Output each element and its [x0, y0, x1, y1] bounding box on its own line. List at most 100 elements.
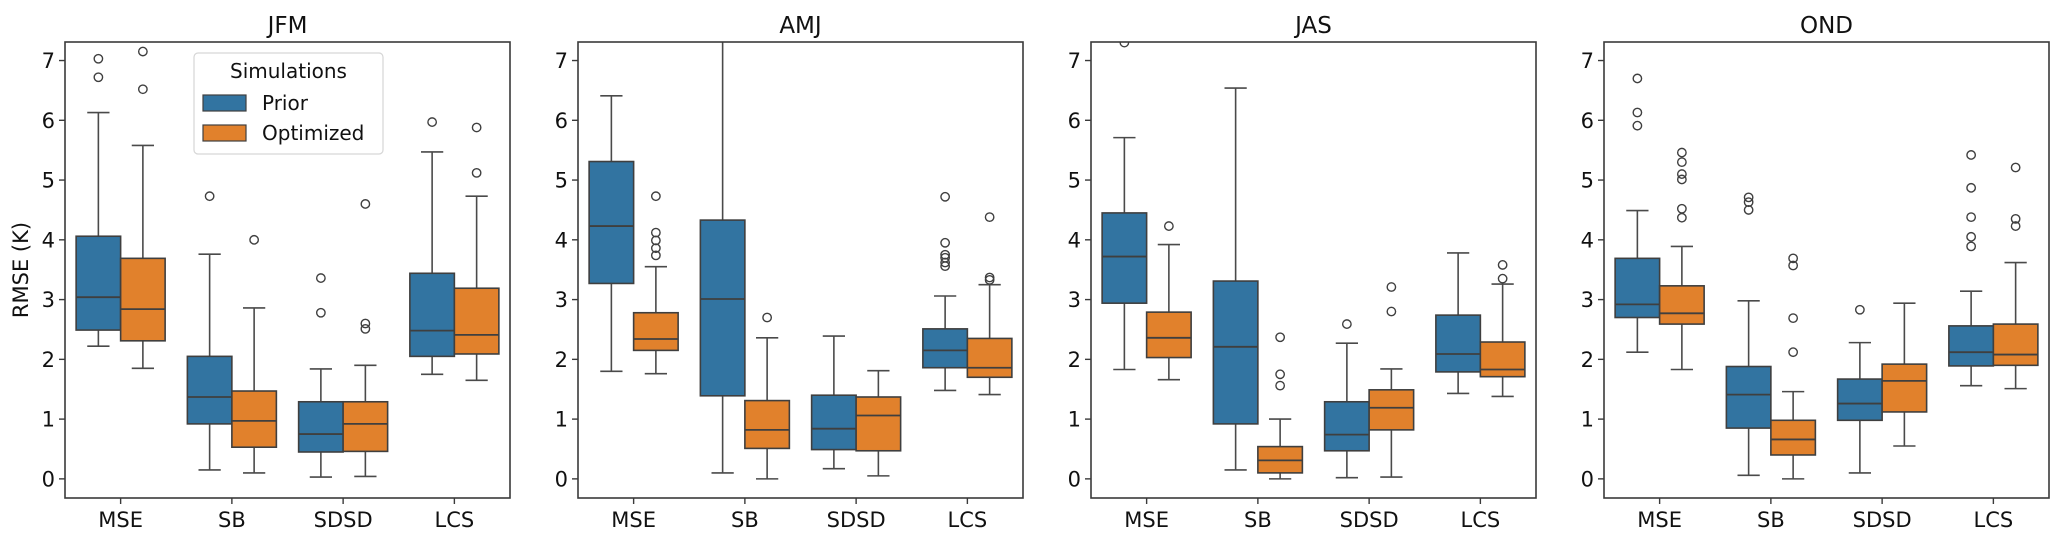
y-tick-label: 6: [1068, 109, 1081, 133]
box-optimized-mse: [632, 191, 679, 375]
box-prior-lcs: [409, 117, 456, 376]
box-iqr: [1368, 389, 1415, 431]
y-tick-label: 0: [555, 467, 568, 491]
box-iqr: [186, 355, 233, 425]
y-tick-label: 4: [42, 228, 55, 252]
plot-area: [1101, 42, 1526, 480]
box-prior-sdsd: [1836, 304, 1883, 474]
box-iqr: [588, 160, 635, 285]
box-optimized-sdsd: [1881, 302, 1928, 447]
box-iqr: [453, 287, 500, 355]
outlier-point: [2010, 162, 2021, 173]
outlier-point: [1676, 157, 1687, 168]
y-tick-label: 3: [1581, 288, 1594, 312]
box-iqr: [342, 400, 389, 453]
legend: Simulations Prior Optimized: [193, 52, 384, 155]
box-iqr: [1836, 378, 1883, 422]
x-tick-label: MSE: [611, 508, 656, 532]
y-tick-label: 5: [1068, 169, 1081, 193]
legend-title: Simulations: [230, 59, 347, 83]
y-tick-label: 2: [1581, 348, 1594, 372]
outlier-point: [360, 323, 371, 334]
outlier-point: [1632, 120, 1643, 131]
x-tick-label: MSE: [1124, 508, 1169, 532]
x-tick-label: LCS: [1974, 508, 2014, 532]
y-tick-label: 6: [42, 109, 55, 133]
y-tick-label: 2: [42, 348, 55, 372]
box-optimized-sb: [1770, 253, 1817, 480]
y-tick-label: 3: [42, 288, 55, 312]
box-iqr: [810, 394, 857, 451]
outlier-point: [1676, 147, 1687, 158]
x-tick-label: SDSD: [314, 508, 373, 532]
y-tick-label: 5: [42, 169, 55, 193]
x-tick-label: SB: [1757, 508, 1785, 532]
panel-title: JFM: [266, 13, 308, 39]
outlier-point: [1966, 212, 1977, 223]
x-tick-label: LCS: [948, 508, 988, 532]
outlier-point: [1788, 313, 1799, 324]
axes-frame: [577, 41, 1024, 499]
outlier-point: [1386, 306, 1397, 317]
outlier-point: [471, 122, 482, 133]
outlier-point: [1676, 169, 1687, 179]
outlier-point: [984, 274, 995, 285]
x-tick-label: MSE: [98, 508, 143, 532]
box-iqr: [1212, 280, 1259, 425]
x-tick-label: LCS: [435, 508, 475, 532]
box-iqr: [1614, 257, 1661, 319]
outlier-point: [1275, 380, 1286, 391]
outlier-point: [204, 191, 215, 202]
outlier-point: [249, 234, 260, 245]
x-tick-label: MSE: [1637, 508, 1682, 532]
box-prior-lcs: [1948, 150, 1995, 387]
y-tick-label: 1: [555, 408, 568, 432]
box-iqr: [1770, 419, 1817, 456]
x-tick-label: SB: [1244, 508, 1272, 532]
outlier-point: [1386, 282, 1397, 292]
box-iqr: [632, 311, 679, 352]
y-tick-label: 7: [1581, 49, 1594, 73]
x-tick-label: SDSD: [1853, 508, 1912, 532]
outlier-point: [1275, 369, 1286, 380]
outlier-point: [1163, 221, 1174, 231]
outlier-point: [984, 212, 995, 223]
y-tick-label: 0: [1068, 467, 1081, 491]
panel-ond: OND 0 1 2 3 4 5 6 7 MSE SB SDSD LCS: [1581, 13, 2050, 532]
box-iqr: [699, 219, 746, 397]
outlier-point: [1788, 347, 1799, 358]
box-optimized-mse: [1145, 221, 1192, 381]
box-prior-sb: [186, 191, 233, 471]
outlier-point: [940, 191, 951, 202]
y-tick-label: 2: [555, 348, 568, 372]
box-iqr: [1435, 314, 1482, 373]
outlier-point: [1676, 212, 1687, 223]
outlier-point: [1676, 203, 1687, 214]
box-iqr: [1881, 363, 1928, 413]
x-tick-label: SDSD: [827, 508, 886, 532]
box-iqr: [1101, 212, 1148, 304]
box-iqr: [297, 400, 344, 453]
box-iqr: [75, 235, 122, 331]
x-tick-label: SB: [218, 508, 246, 532]
y-tick-label: 5: [555, 169, 568, 193]
legend-swatch-optimized: [202, 124, 247, 142]
box-iqr: [231, 390, 278, 449]
outlier-point: [1966, 241, 1977, 252]
box-optimized-lcs: [1992, 162, 2039, 390]
box-iqr: [1658, 285, 1705, 325]
outlier-point: [1966, 231, 1977, 242]
panel-title: AMJ: [779, 13, 821, 39]
box-prior-sdsd: [1323, 319, 1370, 479]
outlier-point: [762, 312, 773, 323]
box-iqr: [744, 399, 791, 450]
outlier-point: [315, 307, 326, 318]
box-iqr: [409, 272, 456, 358]
panel-jas: JAS 0 1 2 3 4 5 6 7 MSE SB SDSD LCS: [1068, 13, 1537, 532]
y-tick-label: 4: [555, 228, 568, 252]
panel-jfm: JFM 0 1 2 3 4 5 6 7 MSE SB SDSD LCS RMSE (K) Simulatio…: [9, 13, 511, 532]
panel-amj: AMJ 0 1 2 3 4 5 6 7 MSE SB SDSD LCS: [555, 13, 1024, 532]
y-tick-label: 4: [1068, 228, 1081, 252]
box-prior-lcs: [922, 191, 969, 392]
